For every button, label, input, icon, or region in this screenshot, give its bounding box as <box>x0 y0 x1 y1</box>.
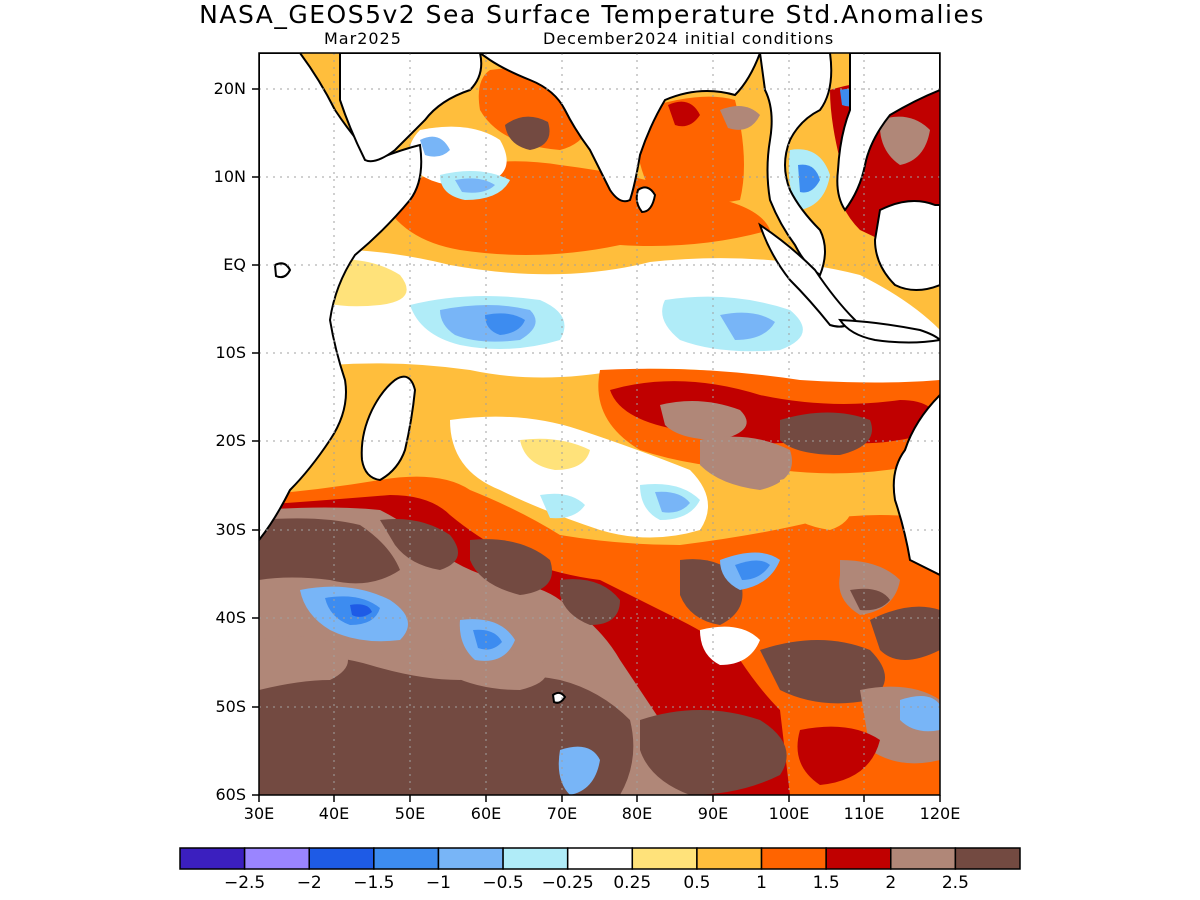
lon-label-110e: 110E <box>843 804 885 823</box>
init-conditions-label: December2024 initial conditions <box>543 29 835 48</box>
colorbar-swatch <box>954 847 1021 870</box>
map-title: NASA_GEOS5v2 Sea Surface Temperature Std… <box>199 0 985 29</box>
colorbar-tick-label: −1 <box>425 873 451 893</box>
lon-label-50e: 50E <box>394 804 426 823</box>
colorbar-swatch <box>696 847 763 870</box>
lat-label-30s: 30S <box>215 520 246 539</box>
lat-label-60s: 60S <box>215 785 246 804</box>
lat-label-50s: 50S <box>215 697 246 716</box>
lon-label-100e: 100E <box>768 804 810 823</box>
valid-month-label: Mar2025 <box>324 29 402 48</box>
colorbar-swatch <box>631 847 698 870</box>
colorbar-tick-label: 2 <box>885 873 897 893</box>
colorbar <box>179 847 1021 870</box>
colorbar-tick-label: 1.5 <box>812 873 840 893</box>
lat-label-eq: EQ <box>223 255 246 274</box>
lon-label-80e: 80E <box>621 804 653 823</box>
lat-label-20n: 20N <box>213 79 246 98</box>
colorbar-tick-label: 2.5 <box>941 873 969 893</box>
colorbar-swatch <box>373 847 440 870</box>
colorbar-swatch <box>308 847 375 870</box>
landmasses <box>259 53 940 704</box>
lon-label-90e: 90E <box>697 804 729 823</box>
lon-label-40e: 40E <box>318 804 350 823</box>
colorbar-swatch <box>825 847 892 870</box>
colorbar-tick-label: 0.5 <box>683 873 711 893</box>
lon-label-30e: 30E <box>243 804 275 823</box>
colorbar-tick-label: −2.5 <box>223 873 266 893</box>
lat-lon-grid <box>259 53 940 795</box>
lon-label-70e: 70E <box>546 804 578 823</box>
colorbar-swatch <box>502 847 569 870</box>
lat-label-20s: 20S <box>215 431 246 450</box>
colorbar-swatch <box>760 847 827 870</box>
lat-label-40s: 40S <box>215 608 246 627</box>
colorbar-swatch <box>243 847 310 870</box>
map-frame <box>258 52 941 796</box>
colorbar-tick-label: 1 <box>756 873 767 893</box>
colorbar-swatch <box>566 847 634 870</box>
lat-label-10s: 10S <box>215 343 246 362</box>
colorbar-tick-label: −1.5 <box>353 873 395 893</box>
axis-ticks <box>252 88 941 802</box>
colorbar-tick-label: −0.25 <box>541 873 594 893</box>
colorbar-swatch <box>437 847 504 870</box>
lat-label-10n: 10N <box>213 167 246 186</box>
colorbar-swatch <box>179 847 246 870</box>
lon-label-120e: 120E <box>919 804 961 823</box>
colorbar-tick-label: −0.5 <box>482 873 524 893</box>
colorbar-tick-label: 0.25 <box>613 873 652 893</box>
lon-label-60e: 60E <box>470 804 502 823</box>
colorbar-swatch <box>890 847 957 870</box>
colorbar-tick-label: −2 <box>296 873 322 893</box>
